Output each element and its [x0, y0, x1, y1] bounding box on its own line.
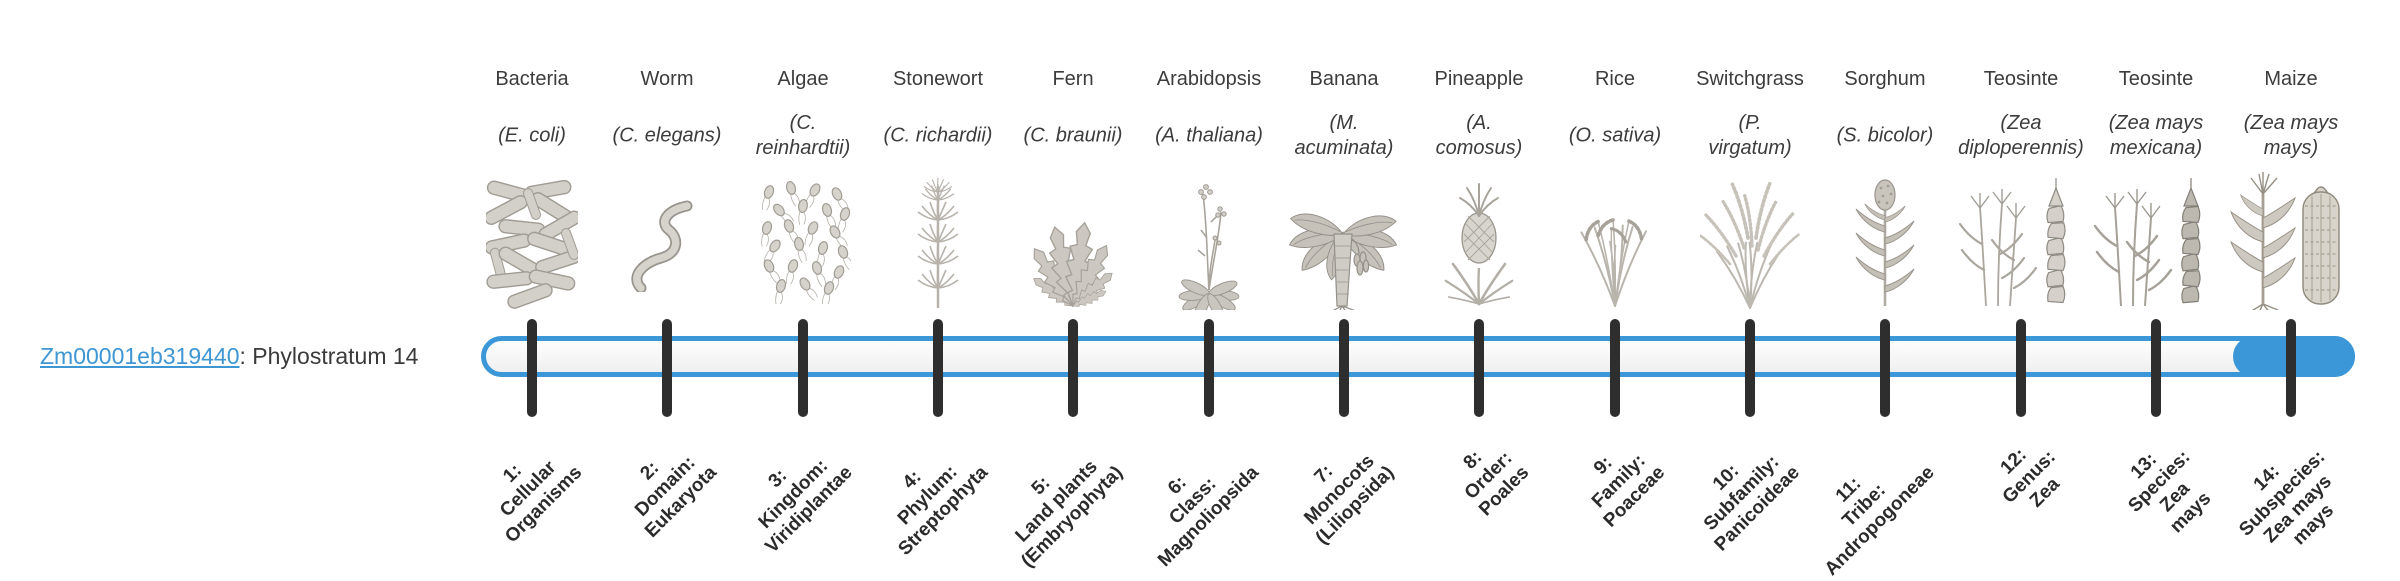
organism-sci-name: (M. acuminata): [1294, 112, 1394, 159]
organism-sci-name: (C. reinhardtii): [755, 112, 851, 159]
stratum-label: 12: Genus: Zea: [1996, 444, 2064, 512]
stratum-label: 7: Monocots (Liliopsida): [1300, 450, 1398, 549]
organism-sci-name: (A. comosus): [1435, 112, 1523, 159]
tick-mark: [1204, 319, 1214, 417]
organism-name: Switchgrass: [1696, 68, 1804, 90]
tick-mark: [1880, 319, 1890, 417]
organism-column-teosinte-mexicana: Teosinte (Zea mays mexicana) 1: [2086, 0, 2226, 580]
stratum-label: 10: Subfamily: Panicoideae: [1700, 451, 1804, 556]
stonewort-icon: [871, 168, 1005, 310]
tick-mark: [798, 319, 808, 417]
organism-sci-name: (C. elegans): [612, 124, 722, 147]
stratum-label: 13: Species: Zea mays: [2124, 446, 2216, 538]
fern-icon: [1006, 168, 1140, 310]
rice-icon: [1548, 168, 1682, 310]
sorghum-icon: [1818, 168, 1952, 310]
organism-column-fern: Fern (C. braunii) 5: Land plants (Embryo…: [1003, 0, 1143, 580]
organism-column-switchgrass: Switchgrass (P. virgatum) 10: Subfamily:…: [1680, 0, 1820, 580]
tick-mark: [2286, 319, 2296, 417]
stratum-label: 6: Class: Magnoliopsida: [1154, 462, 1263, 572]
organism-sci-name: (Zea mays mexicana): [2108, 112, 2204, 159]
organism-sci-name: (S. bicolor): [1836, 124, 1934, 147]
stratum-label: 5: Land plants (Embryophyta): [1011, 456, 1127, 572]
pineapple-icon: [1412, 168, 1546, 310]
organism-column-banana: Banana (M. acuminata) 7: Monocots: [1274, 0, 1414, 580]
stratum-label: 14: Subspecies: Zea mays mays: [2235, 446, 2339, 550]
tick-mark: [2016, 319, 2026, 417]
tick-mark: [662, 319, 672, 417]
organism-name: Bacteria: [495, 68, 569, 90]
teosinte-diploperennis-icon: [1954, 168, 2088, 310]
tick-mark: [1339, 319, 1349, 417]
organism-column-rice: Rice (O. sativa) 9: Family: Poaceae: [1545, 0, 1685, 580]
organism-sci-name: (A. thaliana): [1155, 124, 1263, 147]
organism-sci-name: (P. virgatum): [1708, 112, 1792, 159]
organism-column-worm: Worm (C. elegans) 2: Domain: Eukaryota: [597, 0, 737, 580]
organism-column-maize: Maize (Zea mays mays) 14: Subspecies: Ze…: [2221, 0, 2361, 580]
organism-column-arabidopsis: Arabidopsis (A. thaliana) 6: Class: Magn…: [1139, 0, 1279, 580]
organism-name: Teosinte: [1983, 68, 2059, 90]
tick-mark: [1068, 319, 1078, 417]
organism-name: Pineapple: [1434, 68, 1524, 90]
organism-sci-name: (Zea mays mays): [2243, 112, 2339, 159]
organism-name: Worm: [640, 68, 694, 90]
worm-icon: [600, 168, 734, 310]
stratum-label: 8: Order: Poales: [1459, 446, 1533, 521]
timeline-bar: [481, 336, 2355, 377]
banana-icon: [1277, 168, 1411, 310]
organism-sci-name: (E. coli): [498, 124, 566, 147]
stratum-label: 2: Domain: Eukaryota: [631, 452, 721, 542]
organism-column-teosinte-diploperennis: Teosinte (Zea diploperennis) 1: [1951, 0, 2091, 580]
tick-mark: [1745, 319, 1755, 417]
organism-name: Maize: [2264, 68, 2318, 90]
gene-id-link[interactable]: Zm00001eb319440: [40, 342, 240, 369]
teosinte-mexicana-icon: [2089, 168, 2223, 310]
arabidopsis-icon: [1142, 168, 1276, 310]
organism-name: Banana: [1309, 68, 1379, 90]
gene-label: Zm00001eb319440: Phylostratum 14: [40, 335, 418, 377]
organism-sci-name: (Zea diploperennis): [1958, 112, 2084, 159]
organism-name: Stonewort: [892, 68, 984, 90]
switchgrass-icon: [1683, 168, 1817, 310]
stratum-label: 9: Family: Poaceae: [1587, 450, 1669, 532]
organism-column-stonewort: Stonewort (C. richardii) 4: Phylum: Stre…: [868, 0, 1008, 580]
organism-name: Sorghum: [1844, 68, 1926, 90]
organism-sci-name: (C. braunii): [1023, 124, 1123, 147]
organism-name: Teosinte: [2118, 68, 2194, 90]
organism-column-bacteria: Bacteria (E. coli) 1: Cellular Organisms: [462, 0, 602, 580]
tick-mark: [527, 319, 537, 417]
tick-mark: [1474, 319, 1484, 417]
algae-icon: [736, 168, 870, 310]
organism-column-pineapple: Pineapple (A. comosus) 8: Order: Poales: [1409, 0, 1549, 580]
stratum-label: 3: Kingdom: Viridiplantae: [755, 455, 857, 558]
bacteria-icon: [465, 168, 599, 310]
tick-mark: [2151, 319, 2161, 417]
tick-mark: [933, 319, 943, 417]
stratum-label: 4: Phylum: Streptophyta: [893, 461, 992, 560]
tick-mark: [1610, 319, 1620, 417]
organism-column-sorghum: Sorghum (S. bicolor) 11: Tribe: Andropog…: [1815, 0, 1955, 580]
organism-name: Arabidopsis: [1156, 68, 1262, 90]
organism-sci-name: (O. sativa): [1568, 124, 1662, 147]
maize-icon: [2224, 168, 2358, 310]
organism-name: Fern: [1052, 68, 1094, 90]
organism-name: Algae: [777, 68, 829, 90]
organism-sci-name: (C. richardii): [883, 124, 993, 147]
phylostratum-text: : Phylostratum 14: [239, 342, 419, 369]
organism-name: Rice: [1594, 68, 1635, 90]
stratum-label: 1: Cellular Organisms: [495, 457, 586, 548]
organism-column-algae: Algae (C. reinhardtii) 3: Kingdom: Virid…: [733, 0, 873, 580]
